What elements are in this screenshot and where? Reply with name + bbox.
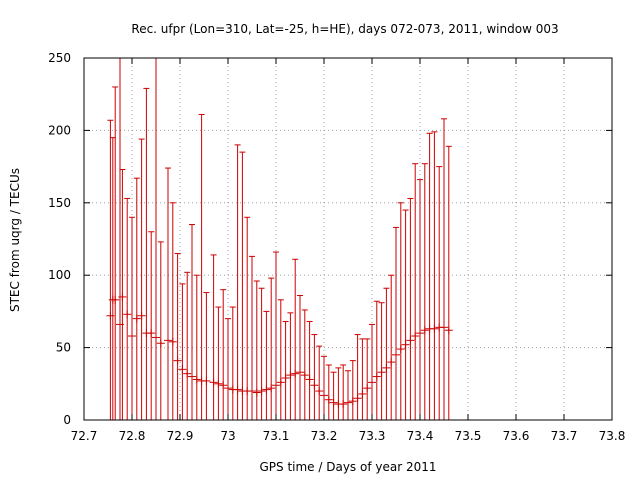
x-tick-label: 73.6: [503, 429, 530, 443]
y-tick-label: 50: [56, 341, 71, 355]
data-point: [219, 289, 228, 420]
y-tick-label: 150: [48, 196, 71, 210]
data-point: [363, 338, 372, 420]
data-point: [435, 166, 444, 420]
data-point: [228, 306, 237, 420]
data-point: [320, 355, 328, 420]
data-point: [440, 118, 448, 420]
data-point: [233, 144, 242, 420]
grid-lines: [84, 58, 612, 420]
x-tick-label: 73.4: [407, 429, 434, 443]
y-tick-label: 100: [48, 268, 71, 282]
data-point: [324, 364, 333, 420]
data-point: [372, 300, 381, 420]
data-point: [168, 202, 177, 420]
data-point: [382, 287, 391, 420]
x-tick-label: 72.7: [71, 429, 98, 443]
data-point: [387, 274, 396, 420]
data-point: [238, 151, 247, 420]
data-point: [123, 197, 132, 420]
data-point: [111, 86, 120, 420]
data-point: [132, 177, 141, 420]
data-point: [392, 226, 400, 420]
data-point: [118, 168, 127, 420]
data-point: [248, 255, 256, 420]
chart-title: Rec. ufpr (Lon=310, Lat=-25, h=HE), days…: [131, 22, 558, 36]
data-point: [152, 57, 160, 420]
axis-ticks: 72.7 72.8 72.9 73 73.1 73.2 73.3 73.4 73.5 73.6 73…: [48, 51, 625, 443]
data-point: [192, 274, 201, 420]
plot-frame: [83, 57, 613, 421]
data-point: [202, 292, 211, 420]
data-point: [334, 367, 343, 420]
data-point: [156, 241, 165, 420]
x-tick-label: 73.5: [455, 429, 482, 443]
data-point: [377, 302, 386, 420]
data-point: [296, 294, 304, 420]
data-point: [358, 338, 367, 420]
data-point: [183, 271, 192, 420]
y-tick-label: 250: [48, 51, 71, 65]
x-tick-label: 73.8: [599, 429, 626, 443]
data-point: [209, 254, 218, 420]
data-point: [142, 87, 151, 420]
data-point: [348, 360, 357, 420]
x-tick-label: 73: [220, 429, 235, 443]
y-axis-label: STEC from uqrg / TECUs: [8, 168, 22, 312]
data-point: [272, 251, 280, 420]
data-point: [339, 364, 348, 420]
data-point: [197, 113, 206, 420]
data-point: [411, 163, 420, 420]
data-point: [164, 167, 172, 420]
x-tick-label: 72.8: [119, 429, 146, 443]
data-point: [425, 132, 434, 420]
data-point: [178, 283, 187, 420]
data-point: [396, 202, 405, 420]
data-point: [315, 345, 324, 420]
data-point: [444, 145, 453, 420]
data-point: [281, 321, 290, 420]
data-point: [416, 179, 424, 420]
data-point: [267, 277, 276, 420]
data-point: [128, 216, 136, 420]
data-point: [137, 138, 146, 420]
data-point: [188, 224, 196, 420]
data-point: [310, 334, 319, 420]
data-point: [406, 197, 415, 420]
data-point: [401, 209, 410, 420]
data-point: [368, 323, 376, 420]
data-point: [305, 321, 314, 420]
x-tick-label: 73.3: [359, 429, 386, 443]
data-point: [286, 312, 295, 420]
data-point: [420, 163, 429, 420]
x-tick-label: 73.1: [263, 429, 290, 443]
x-tick-label: 73.2: [311, 429, 338, 443]
data-point: [344, 370, 352, 420]
data-point: [300, 309, 309, 420]
y-tick-label: 0: [63, 413, 71, 427]
data-point: [252, 280, 261, 420]
y-tick-label: 200: [48, 123, 71, 137]
x-axis-label: GPS time / Days of year 2011: [259, 460, 436, 474]
data-point: [173, 252, 182, 420]
x-tick-label: 72.9: [167, 429, 194, 443]
data-point: [276, 299, 285, 420]
data-point: [224, 318, 232, 420]
data-point: [257, 287, 266, 420]
data-point: [243, 216, 252, 420]
data-point: [214, 306, 223, 420]
data-points: [106, 57, 453, 420]
data-point: [353, 334, 362, 420]
data-point: [430, 131, 439, 420]
data-point: [147, 231, 156, 420]
data-point: [329, 371, 338, 420]
x-tick-label: 73.7: [551, 429, 578, 443]
data-point: [291, 258, 300, 420]
data-point: [262, 310, 271, 420]
